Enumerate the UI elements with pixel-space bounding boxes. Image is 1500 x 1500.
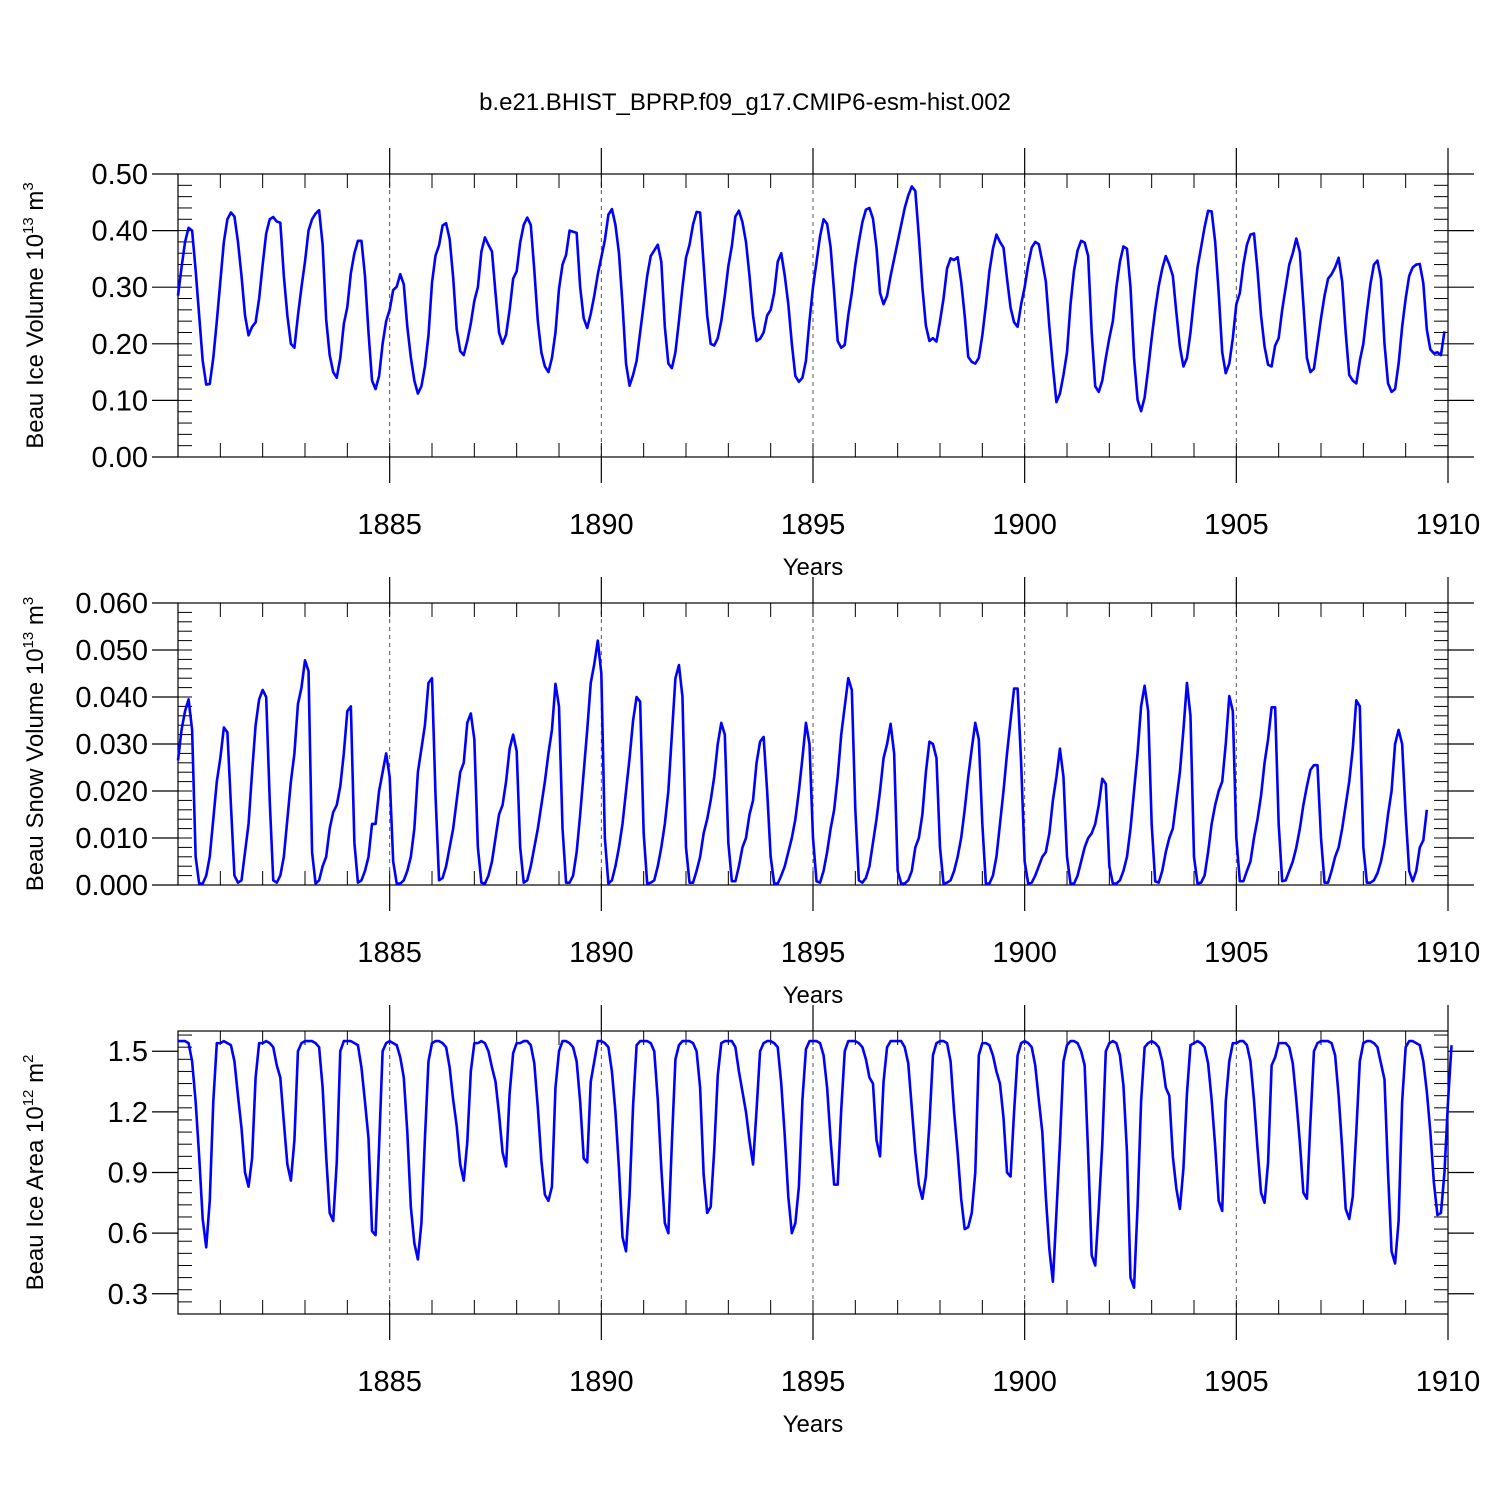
y-tick-label: 0.6 — [108, 1218, 148, 1250]
y-tick-label: 0.060 — [75, 588, 148, 620]
y-tick-label: 0.020 — [75, 776, 148, 808]
x-tick-label: 1905 — [1204, 509, 1269, 541]
ice-volume-panel: 0.00 0.10 0.20 0.30 0.40 0.50 1885 1890 1895 1900… — [20, 148, 1480, 581]
x-tick-label: 1905 — [1204, 937, 1269, 969]
x-tick-label: 1885 — [357, 1366, 422, 1398]
x-tick-label: 1900 — [992, 509, 1057, 541]
x-tick-label: 1890 — [569, 937, 634, 969]
y-tick-label: 0.030 — [75, 729, 148, 761]
y-tick-label: 0.50 — [92, 159, 148, 191]
x-tick-label: 1885 — [357, 937, 422, 969]
y-tick-label: 0.3 — [108, 1279, 148, 1311]
x-tick-label: 1900 — [992, 1366, 1057, 1398]
x-tick-label: 1890 — [569, 509, 634, 541]
y-tick-label: 0.9 — [108, 1158, 148, 1190]
y-tick-label: 1.2 — [108, 1097, 148, 1129]
y-tick-label: 1.5 — [108, 1036, 148, 1068]
x-tick-label: 1910 — [1416, 937, 1481, 969]
x-tick-label: 1890 — [569, 1366, 634, 1398]
y-axis-title: Beau Ice Volume 1013 m3 — [20, 182, 49, 449]
x-tick-label: 1905 — [1204, 1366, 1269, 1398]
y-tick-label: 0.010 — [75, 823, 148, 855]
y-tick-label: 0.050 — [75, 635, 148, 667]
y-axis-title: Beau Snow Volume 1013 m3 — [20, 597, 49, 892]
y-tick-label: 0.040 — [75, 682, 148, 714]
y-tick-label: 0.00 — [92, 442, 148, 474]
x-axis-title: Years — [783, 1411, 844, 1438]
x-tick-label: 1895 — [781, 937, 846, 969]
x-tick-label: 1910 — [1416, 509, 1481, 541]
y-tick-label: 0.40 — [92, 216, 148, 248]
panels: 0.00 0.10 0.20 0.30 0.40 0.50 1885 1890 1895 1900… — [20, 148, 1480, 1438]
y-axis-title: Beau Ice Area 1012 m2 — [20, 1055, 49, 1291]
x-tick-label: 1910 — [1416, 1366, 1481, 1398]
ice-area-panel: 0.3 0.6 0.9 1.2 1.5 1885 1890 1895 1900 1905 1910 Y… — [20, 1005, 1480, 1438]
x-tick-label: 1895 — [781, 509, 846, 541]
snow-volume-series-line — [176, 639, 1429, 885]
x-tick-label: 1895 — [781, 1366, 846, 1398]
chart-title: b.e21.BHIST_BPRP.f09_g17.CMIP6-esm-hist.… — [479, 89, 1011, 116]
x-tick-label: 1900 — [992, 937, 1057, 969]
snow-volume-panel: 0.000 0.010 0.020 0.030 0.040 0.050 0.060 1885 1… — [20, 577, 1480, 1009]
y-tick-label: 0.10 — [92, 385, 148, 417]
y-tick-label: 0.20 — [92, 329, 148, 361]
y-tick-label: 0.30 — [92, 272, 148, 304]
y-tick-label: 0.000 — [75, 870, 148, 902]
x-axis-title: Years — [783, 554, 844, 581]
ice-volume-series-line — [176, 185, 1446, 413]
ice-area-series-line — [178, 1039, 1453, 1290]
x-axis-title: Years — [783, 982, 844, 1009]
x-tick-label: 1885 — [357, 509, 422, 541]
